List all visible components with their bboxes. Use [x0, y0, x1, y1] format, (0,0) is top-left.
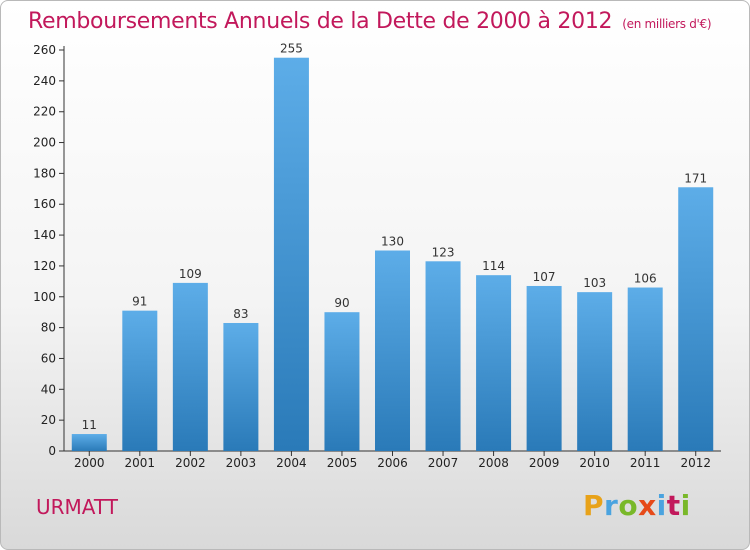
proxiti-logo[interactable]: Proxiti [583, 489, 691, 522]
y-tick-label: 180 [33, 166, 56, 180]
bar-value-label: 106 [634, 272, 657, 286]
logo-letter: i [680, 489, 691, 522]
bar-value-label: 255 [280, 42, 303, 56]
x-tick-label: 2001 [125, 456, 156, 470]
y-tick-label: 60 [41, 351, 56, 365]
chart-title: Remboursements Annuels de la Dette de 20… [28, 9, 712, 34]
y-axis: 0 20 40 60 80 100 120 140 160 180 200 220 240 260 [33, 43, 65, 458]
bar-value-label: 171 [684, 171, 707, 185]
x-tick-label: 2011 [630, 456, 661, 470]
bar-value-label: 91 [132, 295, 147, 309]
logo-letter: o [618, 489, 639, 522]
bar [71, 434, 107, 451]
bar [425, 261, 461, 451]
x-tick-label: 2003 [226, 456, 257, 470]
y-tick-label: 40 [41, 382, 56, 396]
x-tick-label: 2012 [680, 456, 711, 470]
logo-letter: r [604, 489, 619, 522]
bar [577, 292, 613, 451]
bar [172, 282, 208, 451]
bar [324, 312, 360, 451]
logo-letter: t [666, 489, 681, 522]
x-tick-label: 2006 [377, 456, 408, 470]
bars-group [71, 57, 714, 451]
x-tick-label: 2010 [579, 456, 610, 470]
bar-value-label: 123 [432, 245, 455, 259]
y-tick-label: 80 [41, 321, 56, 335]
y-tick-label: 160 [33, 197, 56, 211]
x-tick-label: 2008 [478, 456, 509, 470]
bar-value-label: 107 [533, 270, 556, 284]
x-tick-label: 2007 [428, 456, 459, 470]
y-tick-label: 240 [33, 74, 56, 88]
logo-letter: x [638, 489, 657, 522]
logo-letter: i [656, 489, 667, 522]
bar-value-label: 103 [583, 276, 606, 290]
bar [273, 57, 309, 451]
y-tick-label: 220 [33, 105, 56, 119]
chart-unit: (en milliers d'€) [622, 17, 712, 31]
bar [526, 285, 562, 451]
y-tick-label: 100 [33, 290, 56, 304]
commune-name: URMATT [36, 495, 119, 519]
bar [375, 250, 410, 451]
y-tick-label: 260 [33, 43, 56, 57]
bar-value-label: 114 [482, 259, 505, 273]
y-tick-label: 0 [48, 444, 56, 458]
bar-value-label: 83 [233, 307, 248, 321]
x-tick-label: 2000 [74, 456, 105, 470]
y-tick-label: 140 [33, 228, 56, 242]
logo-letter: P [583, 489, 605, 522]
y-tick-label: 200 [33, 136, 56, 150]
bar [223, 322, 259, 451]
x-tick-label: 2002 [175, 456, 206, 470]
x-tick-label: 2009 [529, 456, 560, 470]
value-labels-group: 11 91 109 83 255 90 130 123 114 107 103 106 171 [82, 42, 708, 432]
x-tick-label: 2005 [327, 456, 358, 470]
x-tick-label: 2004 [276, 456, 307, 470]
y-tick-label: 20 [41, 413, 56, 427]
bar [627, 287, 663, 451]
bar-value-label: 130 [381, 235, 404, 249]
y-tick-label: 120 [33, 259, 56, 273]
x-axis: 2000 2001 2002 2003 2004 2005 2006 2007 2008 2009… [64, 450, 721, 470]
chart-title-text: Remboursements Annuels de la Dette de 20… [28, 9, 613, 34]
bar-value-label: 11 [82, 418, 97, 432]
bar [678, 187, 714, 451]
bar [122, 310, 158, 451]
bar [476, 275, 512, 451]
bar-value-label: 109 [179, 267, 202, 281]
bar-value-label: 90 [334, 296, 349, 310]
